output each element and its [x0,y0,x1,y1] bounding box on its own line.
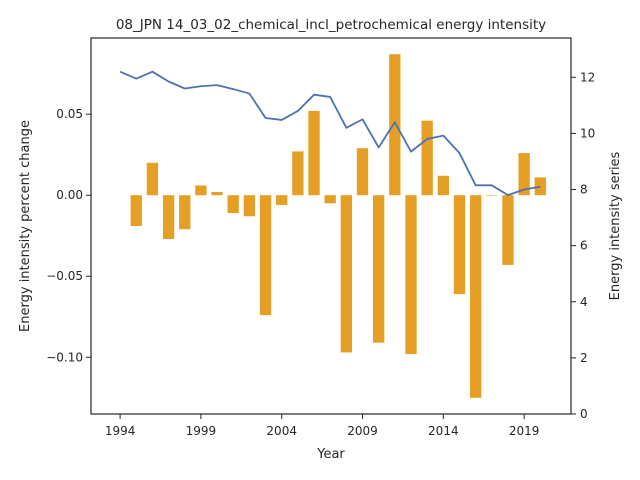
x-tick-label: 1999 [186,424,217,438]
bar-2010 [373,195,385,343]
bar-2001 [227,195,239,214]
y-right-tick-label: 12 [580,70,595,84]
y-right-tick-label: 0 [580,407,588,421]
x-tick-label: 2014 [428,424,459,438]
x-tick-label: 2019 [509,424,540,438]
y-left-tick-label: 0.00 [56,188,83,202]
y-axis-right-title: Energy intensity series [608,151,623,300]
y-left-tick-label: 0.05 [56,107,83,121]
y-left-tick-label: −0.10 [46,350,83,364]
bar-1998 [179,195,191,230]
y-axis-left-title: Energy intensity percent change [18,120,33,332]
bar-2004 [276,195,288,205]
bar-2005 [292,151,304,196]
bar-1996 [146,162,159,196]
bar-2009 [356,148,369,196]
bar-2016 [469,195,482,398]
bar-2013 [421,120,433,196]
bar-1997 [162,195,175,239]
plot-frame [90,37,572,415]
y-right-tick-label: 4 [580,295,588,309]
x-axis-title: Year [316,447,345,462]
bar-2011 [389,54,401,196]
y-right-tick-label: 8 [580,183,588,197]
y-axis-right: 0 2 4 6 8 10 12 [571,70,595,421]
bar-2018 [502,195,514,265]
bar-2007 [324,195,336,204]
bar-2006 [308,110,320,196]
x-axis: 1994 1999 2004 2009 2014 2019 [105,414,540,438]
bar-2017 [486,195,498,196]
x-tick-label: 2004 [266,424,297,438]
x-tick-label: 2009 [347,424,378,438]
bar-2019 [518,153,530,196]
bars-group [130,54,546,398]
bar-1995 [130,195,142,226]
y-axis-left: 0.05 0.00 −0.05 −0.10 [46,107,91,364]
line-group [119,70,541,197]
bar-2015 [453,195,466,295]
bar-2012 [405,195,417,355]
bar-2002 [243,195,256,217]
y-right-tick-label: 6 [580,239,588,253]
bar-2008 [340,195,353,353]
y-right-tick-label: 10 [580,126,595,140]
bar-2003 [259,195,272,316]
series-line [119,70,541,197]
y-left-tick-label: −0.05 [46,269,83,283]
x-tick-label: 1994 [105,424,136,438]
bar-1999 [195,185,207,196]
bar-2000 [211,191,223,196]
bar-2020 [534,177,546,196]
chart-title: 08_JPN 14_03_02_chemical_incl_petrochemi… [116,17,546,33]
y-right-tick-label: 2 [580,351,588,365]
bar-2014 [437,175,449,196]
